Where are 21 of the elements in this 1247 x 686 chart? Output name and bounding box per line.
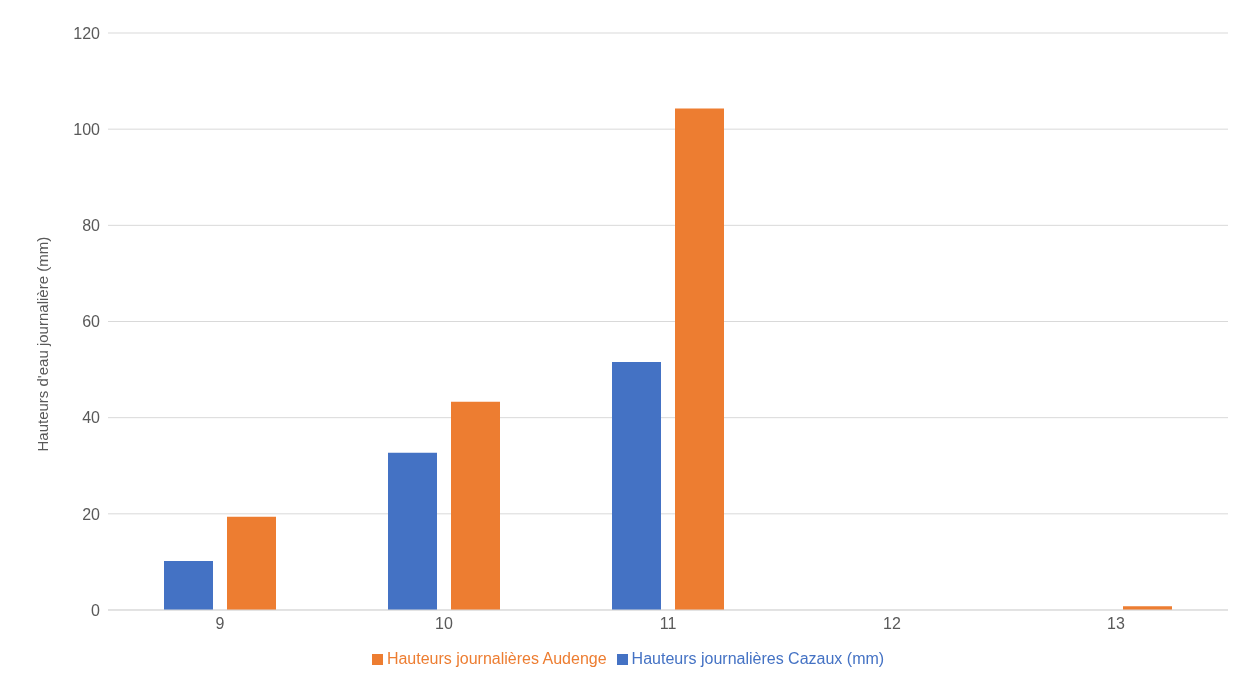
y-tick-label: 0 [91,601,101,619]
x-tick-label: 10 [435,615,453,633]
bar [612,361,661,610]
legend-label: Hauteurs journalières Audenge [386,650,607,667]
y-tick-label: 80 [82,217,101,235]
bar [227,516,276,610]
bar [675,108,724,610]
y-axis-title: Hauteurs d'eau journalière (mm) [34,236,52,452]
y-tick-label: 120 [73,24,101,42]
y-tick-label: 100 [73,120,101,138]
y-tick-label: 60 [82,313,101,331]
bar [388,452,437,610]
x-tick-label: 9 [215,615,225,633]
y-tick-label: 40 [82,409,101,427]
y-tick-label: 20 [82,505,101,523]
x-tick-label: 13 [1107,615,1125,633]
bar [164,560,213,610]
bar [451,401,500,610]
x-tick-label: 11 [659,615,677,633]
x-tick-label: 12 [883,615,901,633]
legend-label: Hauteurs journalières Cazaux (mm) [631,650,885,667]
